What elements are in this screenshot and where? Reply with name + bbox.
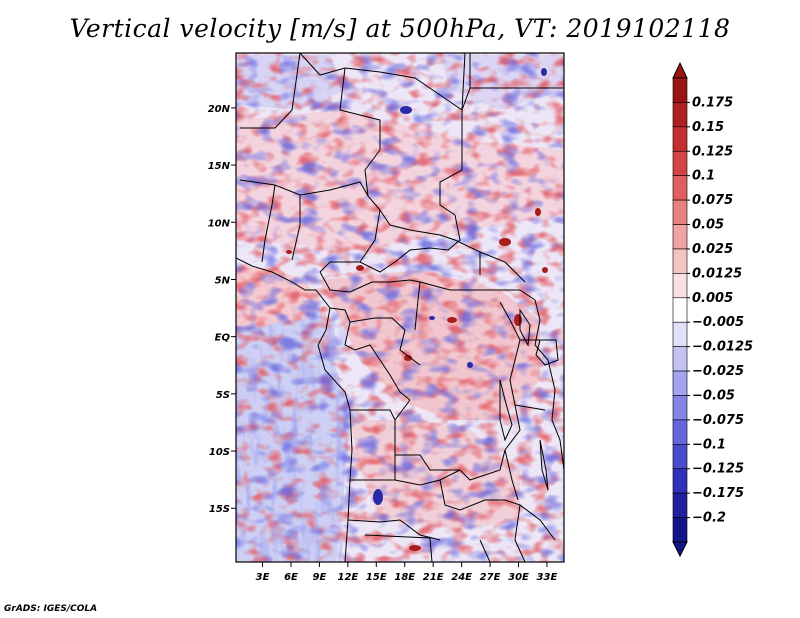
colorbar-label: −0.2 xyxy=(692,511,726,526)
intense-blue-cells xyxy=(373,68,547,505)
colorbar-swatch xyxy=(672,419,688,445)
x-tick-label: 33E xyxy=(537,572,558,583)
colorbar-swatch xyxy=(672,346,688,372)
y-tick-label: 15N xyxy=(208,161,231,172)
colorbar-label: 0.1 xyxy=(692,169,715,184)
colorbar-label: 0.15 xyxy=(692,120,724,135)
colorbar-swatch xyxy=(672,224,688,250)
colorbar-label: 0.0125 xyxy=(692,266,742,281)
x-tick-label: 6E xyxy=(284,572,298,583)
x-tick-label: 18E xyxy=(394,572,415,583)
colorbar-swatch xyxy=(672,273,688,299)
map-plot-area xyxy=(236,53,564,562)
x-tick-label: 15E xyxy=(366,572,387,583)
x-tick-label: 27E xyxy=(480,572,501,583)
colorbar-swatch xyxy=(672,395,688,421)
y-tick-label: 10N xyxy=(208,218,231,229)
colorbar-label: −0.025 xyxy=(692,364,744,379)
colorbar-swatch xyxy=(672,492,688,518)
y-axis-ticks: 20N 15N 10N 5N EQ 5S 10S 15S xyxy=(208,104,236,515)
colorbar-label: 0.05 xyxy=(692,218,724,233)
colorbar-label: −0.05 xyxy=(692,388,735,403)
x-tick-label: 3E xyxy=(256,572,270,583)
grads-credit: GrADS: IGES/COLA xyxy=(4,604,98,614)
colorbar-label: −0.125 xyxy=(692,462,744,477)
colorbar-swatch xyxy=(672,444,688,470)
y-tick-label: 5S xyxy=(216,390,230,401)
map-frame xyxy=(235,52,565,563)
colorbar-swatch xyxy=(672,517,688,543)
x-tick-label: 21E xyxy=(423,572,444,583)
colorbar: 0.175 0.15 0.125 0.1 0.075 0.05 0.025 0.0125 0.0… xyxy=(672,61,753,558)
colorbar-swatch xyxy=(672,297,688,323)
colorbar-top-arrow xyxy=(672,61,688,79)
colorbar-label: −0.005 xyxy=(692,315,744,330)
colorbar-swatch xyxy=(672,321,688,347)
intense-red-cells xyxy=(286,208,548,551)
colorbar-label: −0.075 xyxy=(692,413,744,428)
x-tick-label: 12E xyxy=(337,572,358,583)
y-tick-label: EQ xyxy=(215,333,231,344)
chart-title: Vertical velocity [m/s] at 500hPa, VT: 2… xyxy=(69,14,731,43)
colorbar-swatch xyxy=(672,199,688,225)
colorbar-swatch xyxy=(672,370,688,396)
country-boundaries xyxy=(236,53,564,562)
y-tick-label: 5N xyxy=(215,275,231,286)
colorbar-label: −0.175 xyxy=(692,486,744,501)
x-tick-label: 9E xyxy=(313,572,327,583)
y-tick-label: 15S xyxy=(209,504,230,515)
colorbar-swatch xyxy=(672,175,688,201)
colorbar-swatch xyxy=(672,468,688,494)
colorbar-swatch xyxy=(672,77,688,103)
y-tick-label: 20N xyxy=(208,104,231,115)
colorbar-label: −0.0125 xyxy=(692,340,753,355)
x-tick-label: 24E xyxy=(451,572,472,583)
colorbar-label: −0.1 xyxy=(692,437,726,452)
colorbar-swatch xyxy=(672,126,688,152)
y-tick-label: 10S xyxy=(209,447,230,458)
x-axis-ticks: 3E 6E 9E 12E 15E 18E 21E 24E 27E 30E 33E xyxy=(256,562,558,583)
colorbar-label: 0.175 xyxy=(692,95,733,110)
colorbar-label: 0.025 xyxy=(692,242,733,257)
colorbar-bottom-arrow xyxy=(672,541,688,558)
colorbar-swatch xyxy=(672,248,688,274)
colorbar-label: 0.125 xyxy=(692,144,733,159)
x-tick-label: 30E xyxy=(508,572,529,583)
colorbar-label: 0.075 xyxy=(692,193,733,208)
colorbar-swatch xyxy=(672,102,688,128)
colorbar-label: 0.005 xyxy=(692,291,733,306)
colorbar-swatch xyxy=(672,150,688,176)
